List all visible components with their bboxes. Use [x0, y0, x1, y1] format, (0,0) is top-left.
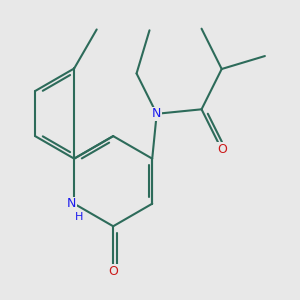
Text: N: N [67, 197, 76, 210]
Text: N: N [152, 107, 161, 120]
Text: O: O [217, 143, 226, 156]
Text: O: O [108, 265, 118, 278]
Text: H: H [75, 212, 83, 222]
